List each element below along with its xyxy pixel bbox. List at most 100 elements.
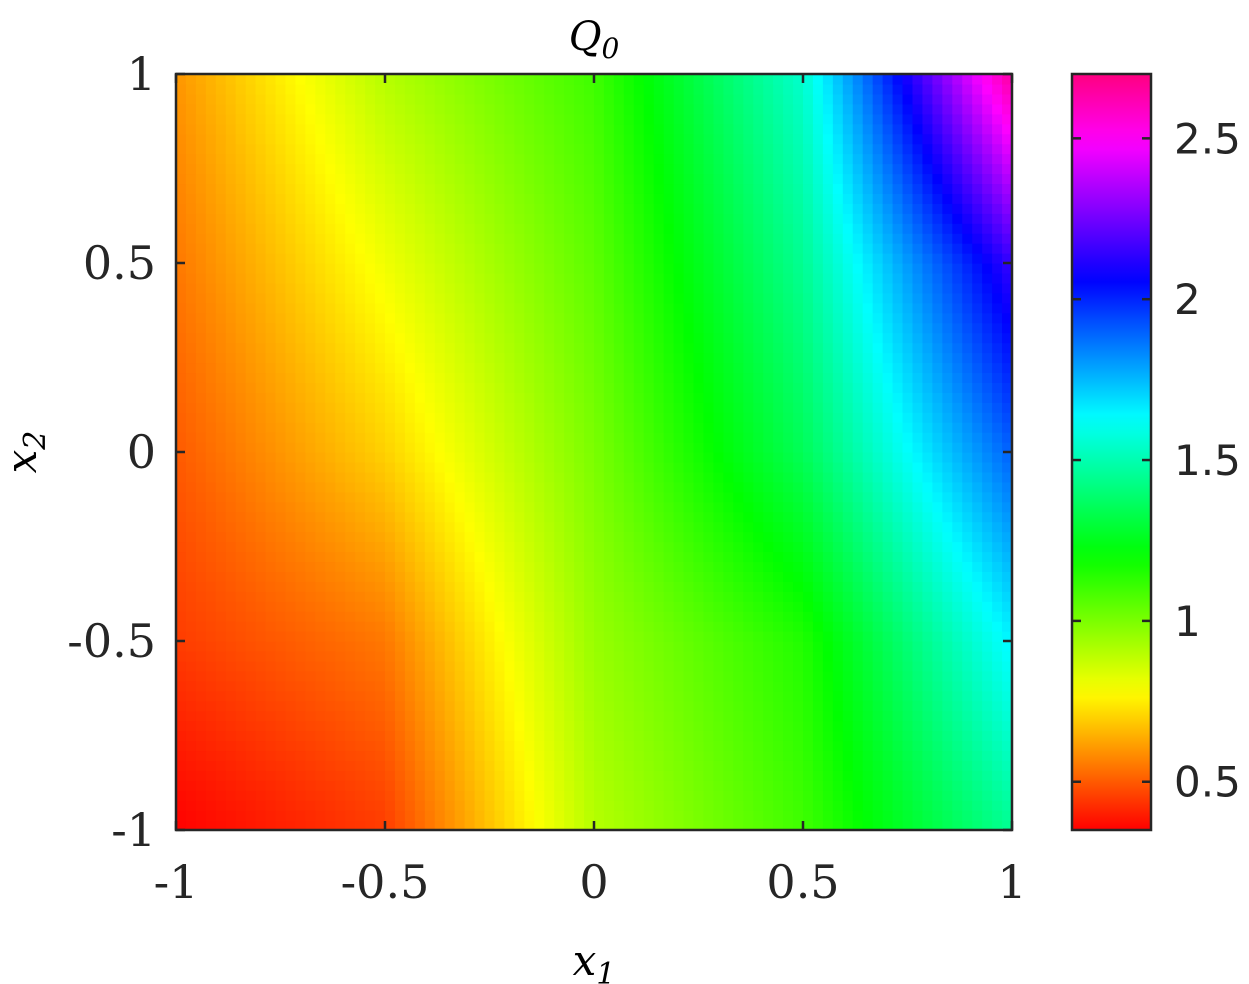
heatmap-cell [912,263,924,274]
heatmap-cell [992,720,1003,732]
heatmap-cell [603,760,615,771]
heatmap-cell [872,372,884,383]
heatmap-cell [574,292,585,304]
heatmap-cell [922,422,933,433]
heatmap-cell [195,591,207,602]
heatmap-cell [494,680,506,692]
heatmap-cell [414,740,426,752]
heatmap-cell [504,581,515,592]
heatmap-cell [594,531,605,543]
heatmap-cell [962,282,973,294]
heatmap-cell [235,670,247,682]
heatmap-cell [305,780,316,791]
heatmap-cell [673,720,685,732]
heatmap-cell [992,810,1003,821]
heatmap-cell [185,690,197,702]
heatmap-cell [195,800,207,811]
heatmap-cell [365,800,376,811]
heatmap-cell [882,471,894,483]
heatmap-cell [922,650,933,662]
heatmap-cell [265,631,277,642]
heatmap-cell [972,352,983,364]
heatmap-cell [663,581,675,592]
heatmap-cell [335,720,346,732]
heatmap-cell [773,292,784,304]
heatmap-cell [335,650,346,662]
heatmap-cell [952,820,963,830]
heatmap-cell [265,312,277,324]
heatmap-cell [365,720,376,732]
heatmap-cell [564,422,575,433]
heatmap-cell [235,332,247,344]
heatmap-cell [842,680,854,692]
heatmap-cell [902,392,914,403]
heatmap-cell [703,680,715,692]
heatmap-cell [315,272,326,284]
heatmap-cell [653,810,665,821]
heatmap-cell [862,591,874,602]
heatmap-cell [932,631,943,642]
heatmap-cell [902,432,914,443]
heatmap-cell [912,561,924,572]
heatmap-cell [295,631,306,642]
heatmap-cell [375,442,386,453]
heatmap-cell [653,362,665,374]
heatmap-cell [355,332,366,344]
heatmap-cell [255,690,267,702]
heatmap-cell [713,322,724,334]
heatmap-cell [773,263,784,274]
heatmap-cell [464,571,476,582]
heatmap-cell [763,481,774,493]
heatmap-cell [305,720,316,732]
heatmap-cell [285,342,297,354]
heatmap-cell [663,710,675,722]
heatmap-cell [892,432,904,443]
heatmap-cell [763,531,774,543]
heatmap-cell [723,511,734,523]
heatmap-cell [394,730,406,742]
heatmap-cell [474,571,486,582]
heatmap-cell [225,511,237,523]
heatmap-cell [554,342,565,354]
heatmap-cell [464,730,476,742]
heatmap-cell [385,760,396,771]
heatmap-cell [763,621,774,632]
heatmap-cell [753,601,764,612]
heatmap-cell [902,730,914,742]
heatmap-cell [733,272,744,284]
heatmap-cell [345,362,356,374]
heatmap-cell [275,621,287,632]
heatmap-cell [643,531,655,543]
heatmap-cell [474,700,486,712]
heatmap-cell [205,790,217,801]
heatmap-cell [783,243,794,254]
heatmap-cell [822,432,834,443]
heatmap-cell [783,690,794,702]
heatmap-cell [683,521,695,533]
heatmap-cell [763,611,774,622]
heatmap-cell [195,432,207,443]
heatmap-cell [773,810,784,821]
heatmap-cell [325,263,336,274]
heatmap-cell [623,263,635,274]
heatmap-cell [235,720,247,732]
heatmap-cell [842,690,854,702]
heatmap-cell [613,541,625,553]
heatmap-cell [404,501,416,513]
heatmap-cell [385,730,396,742]
heatmap-cell [484,611,496,622]
heatmap-cell [544,690,555,702]
heatmap-cell [862,382,874,393]
heatmap-cell [594,491,605,503]
heatmap-cell [414,332,426,344]
heatmap-cell [355,253,366,264]
heatmap-cell [822,670,834,682]
heatmap-cell [554,720,565,732]
heatmap-cell [514,760,525,771]
heatmap-cell [703,780,715,791]
heatmap-cell [882,272,894,284]
heatmap-cell [345,541,356,553]
heatmap-cell [474,452,486,463]
heatmap-cell [265,551,277,563]
heatmap-cell [723,660,734,672]
